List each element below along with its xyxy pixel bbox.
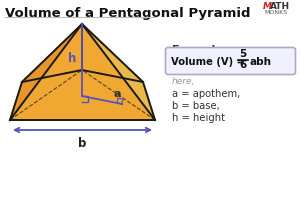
Text: 6: 6 xyxy=(239,60,247,70)
Polygon shape xyxy=(10,82,155,120)
Text: b = base,: b = base, xyxy=(172,101,220,111)
Text: MONKS: MONKS xyxy=(264,10,287,15)
Text: M: M xyxy=(263,2,272,11)
Text: Formula:: Formula: xyxy=(172,45,227,55)
Polygon shape xyxy=(10,24,82,120)
Text: ATH: ATH xyxy=(269,2,290,11)
FancyBboxPatch shape xyxy=(166,48,296,75)
Text: h = height: h = height xyxy=(172,113,225,123)
Text: a: a xyxy=(114,89,122,99)
Polygon shape xyxy=(10,24,155,120)
Text: 5: 5 xyxy=(239,49,247,59)
Text: abh: abh xyxy=(250,57,272,67)
Polygon shape xyxy=(82,24,143,82)
Text: a = apothem,: a = apothem, xyxy=(172,89,240,99)
Text: Volume (V) =: Volume (V) = xyxy=(171,57,248,67)
Polygon shape xyxy=(22,24,82,82)
Text: h: h xyxy=(68,51,76,64)
Text: here,: here, xyxy=(172,77,195,86)
Text: Volume of a Pentagonal Pyramid: Volume of a Pentagonal Pyramid xyxy=(5,7,250,20)
Polygon shape xyxy=(82,24,155,120)
Text: b: b xyxy=(78,137,87,150)
